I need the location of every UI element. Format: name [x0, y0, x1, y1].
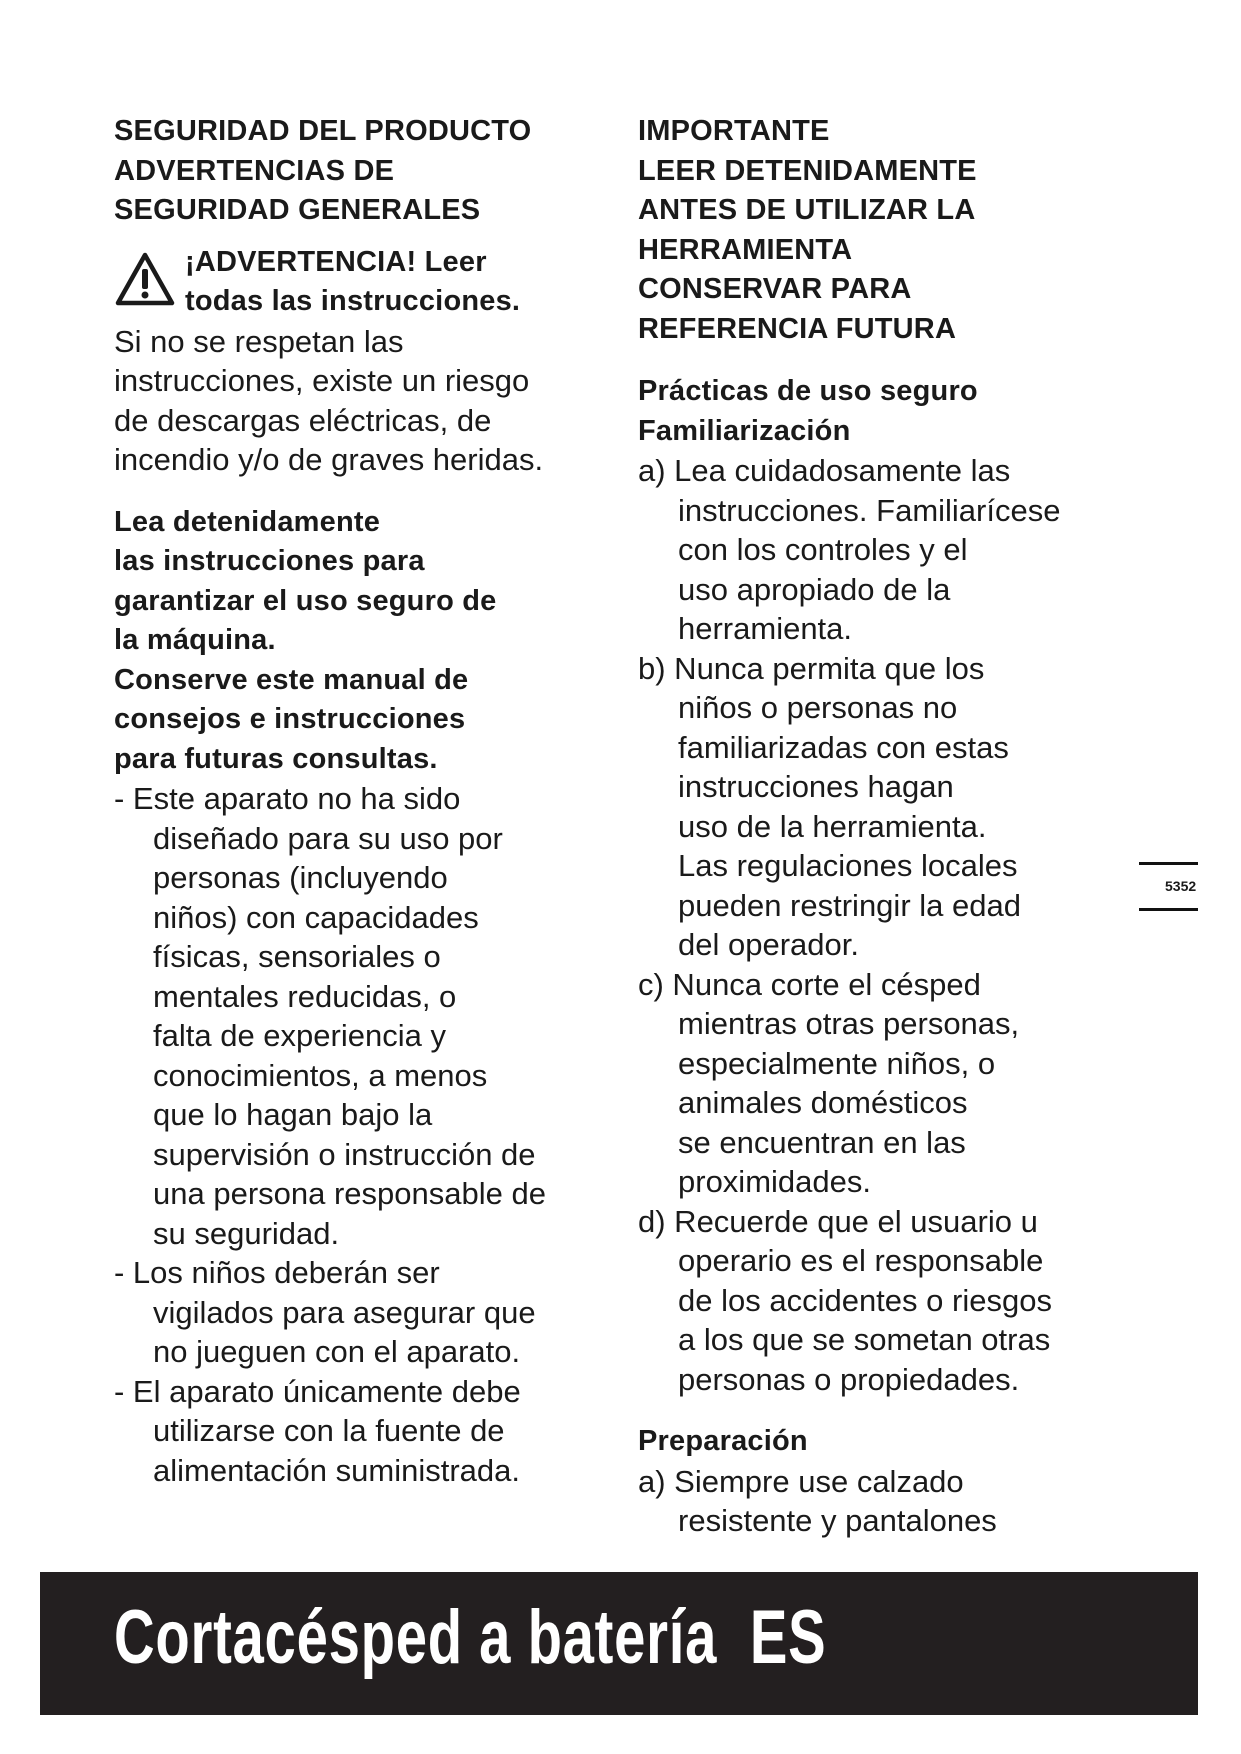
side-page-tab: 5352 [1139, 862, 1198, 912]
bullet-line: - El aparato únicamente debe [114, 1373, 521, 1409]
heading-line: HERRAMIENTA [638, 233, 853, 266]
warning-triangle-icon [115, 252, 175, 305]
right-column: IMPORTANTE LEER DETENIDAMENTE ANTES DE UTI… [638, 112, 1158, 1541]
product-title: Cortacésped a batería ES [114, 1595, 827, 1680]
tab-rule-bottom [1139, 908, 1198, 911]
list-line: Las regulaciones locales [678, 848, 1018, 883]
bullet-line: alimentación suministrada. [153, 1452, 521, 1488]
heading-line: CONSERVAR PARA [638, 273, 912, 305]
bold-note-line: para futuras consultas. [114, 742, 438, 775]
footer-banner: Cortacésped a batería ES [40, 1572, 1198, 1715]
warning-block: ¡ADVERTENCIA! Leer todas las instruccione… [114, 243, 634, 322]
list-line: personas o propiedades. [678, 1361, 1020, 1397]
list-item: d) Recuerde que el usuario u operario es … [638, 1202, 1158, 1400]
list-line: animales domésticos [678, 1085, 968, 1120]
bullet-line: físicas, sensoriales o [153, 939, 441, 974]
heading-line: REFERENCIA FUTURA [638, 312, 957, 345]
bullet-line: supervisión o instrucción de [153, 1136, 536, 1172]
bullet-line: - Este aparato no ha sido [114, 781, 461, 816]
bold-note-line: las instrucciones para [114, 545, 425, 577]
list-line: especialmente niños, o [678, 1045, 996, 1081]
bullet-line: personas (incluyendo [153, 860, 448, 895]
heading-line: SEGURIDAD DEL PRODUCTO [114, 115, 532, 147]
bullet-line: mentales reducidas, o [153, 978, 457, 1014]
list-line: a los que se sometan otras [678, 1322, 1051, 1357]
section-title: Prácticas de uso seguro [638, 375, 978, 407]
list-line: del operador. [678, 927, 859, 962]
bullet-line: diseñado para su uso por [153, 820, 503, 856]
page-number: 5352 [1165, 878, 1197, 894]
heading-line: ADVERTENCIAS DE [114, 154, 395, 187]
list-line: herramienta. [678, 611, 853, 646]
list-line: mientras otras personas, [678, 1006, 1020, 1041]
bullet-line: falta de experiencia y [153, 1018, 446, 1053]
list-line: operario es el responsable [678, 1243, 1044, 1278]
bold-note-line: Lea detenidamente [114, 505, 381, 538]
list-line: a) Siempre use calzado [638, 1463, 964, 1499]
list-line: b) Nunca permita que los [638, 650, 985, 686]
list-line: se encuentran en las [678, 1124, 966, 1160]
list-line: familiarizadas con estas [678, 729, 1009, 765]
body-line: instrucciones, existe un riesgo [114, 363, 530, 398]
bullet-line: - Los niños deberán ser [114, 1255, 440, 1290]
bullet-item: - Este aparato no ha sido diseñado para s… [114, 779, 634, 1253]
bullet-line: conocimientos, a menos [153, 1057, 488, 1093]
bullet-line: utilizarse con la fuente de [153, 1413, 505, 1448]
list-line: resistente y pantalones [678, 1503, 997, 1538]
list-line: uso de la herramienta. [678, 808, 987, 844]
left-column: SEGURIDAD DEL PRODUCTO ADVERTENCIAS DE SEG… [114, 112, 634, 1490]
bullet-item: - El aparato únicamente debe utilizarse c… [114, 1372, 634, 1491]
bold-note-line: Conserve este manual de [114, 663, 469, 696]
section-title: Preparación [638, 1425, 808, 1457]
list-item: a) Siempre use calzado resistente y panta… [638, 1462, 1158, 1541]
list-item: a) Lea cuidadosamente las instrucciones. … [638, 451, 1158, 649]
list-item: b) Nunca permita que los niños o personas… [638, 649, 1158, 965]
list-line: proximidades. [678, 1164, 871, 1199]
bullet-item: - Los niños deberán ser vigilados para as… [114, 1253, 634, 1372]
body-line: Si no se respetan las [114, 323, 404, 359]
bold-note-line: la máquina. [114, 624, 276, 656]
heading-line: IMPORTANTE [638, 115, 830, 147]
body-line: de descargas eléctricas, de [114, 402, 492, 438]
heading-line: ANTES DE UTILIZAR LA [638, 194, 976, 226]
tab-rule-top [1139, 862, 1198, 865]
list-line: a) Lea cuidadosamente las [638, 453, 1011, 488]
warning-line: todas las instrucciones. [185, 285, 521, 317]
bold-note-line: garantizar el uso seguro de [114, 584, 497, 617]
bullet-line: su seguridad. [153, 1215, 340, 1251]
list-line: uso apropiado de la [678, 571, 951, 607]
body-line: incendio y/o de graves heridas. [114, 442, 544, 477]
bullet-line: no jueguen con el aparato. [153, 1334, 521, 1369]
list-line: instrucciones. Familiarícese [678, 492, 1061, 528]
list-line: con los controles y el [678, 532, 968, 567]
bullet-line: una persona responsable de [153, 1176, 546, 1211]
warning-line: ¡ADVERTENCIA! Leer [185, 245, 487, 278]
list-line: de los accidentes o riesgos [678, 1282, 1052, 1318]
list-item: c) Nunca corte el césped mientras otras p… [638, 965, 1158, 1202]
list-line: c) Nunca corte el césped [638, 966, 981, 1002]
bullet-line: que lo hagan bajo la [153, 1097, 433, 1132]
heading-line: LEER DETENIDAMENTE [638, 154, 977, 187]
bullet-line: vigilados para asegurar que [153, 1294, 536, 1330]
list-line: niños o personas no [678, 690, 958, 725]
list-line: pueden restringir la edad [678, 887, 1021, 923]
list-line: d) Recuerde que el usuario u [638, 1203, 1038, 1239]
heading-line: SEGURIDAD GENERALES [114, 194, 481, 226]
bullet-line: niños) con capacidades [153, 899, 479, 935]
section-title: Familiarización [638, 414, 851, 447]
bold-note-line: consejos e instrucciones [114, 703, 466, 735]
list-line: instrucciones hagan [678, 769, 954, 804]
